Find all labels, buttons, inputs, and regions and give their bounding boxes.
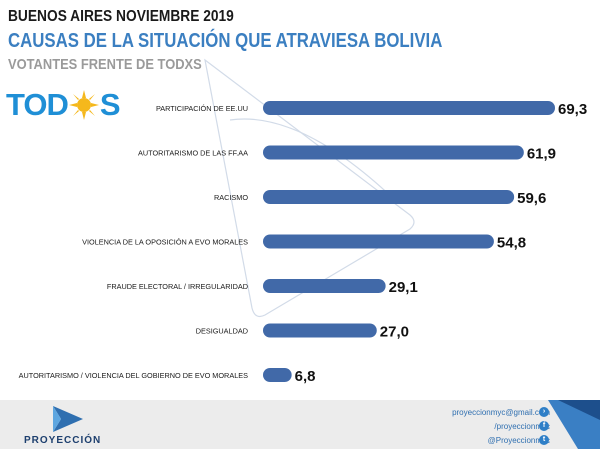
contact-email[interactable]: proyeccionmyc@gmail.com: [452, 408, 550, 417]
bar: [263, 190, 515, 204]
value-label: 61,9: [527, 146, 556, 163]
facebook-icon: f: [539, 421, 549, 431]
value-label: 6,8: [295, 368, 316, 385]
bar-chart: PARTICIPACIÓN DE EE.UU 69,3 AUTORITARISMO …: [19, 58, 587, 385]
category-label: RACISMO: [214, 193, 248, 202]
twitter-icon: t: [539, 435, 549, 445]
footer-corner-shape: [548, 400, 600, 449]
decorative-triangle: [204, 58, 415, 318]
todos-logo: TOD S: [6, 87, 121, 122]
bars-group: PARTICIPACIÓN DE EE.UU 69,3 AUTORITARISMO …: [19, 101, 587, 385]
footer: [0, 400, 600, 449]
bar: [263, 279, 386, 293]
value-label: 54,8: [497, 235, 526, 252]
value-label: 27,0: [380, 324, 409, 341]
logo-text-right: S: [99, 87, 121, 122]
bar: [263, 234, 494, 249]
sun-icon: [68, 90, 99, 120]
contact-twitter[interactable]: @Proyeccionmyc: [487, 436, 550, 445]
category-label: AUTORITARISMO / VIOLENCIA DEL GOBIERNO D…: [19, 371, 248, 380]
category-label: DESIGUALDAD: [196, 327, 248, 336]
bar: [263, 101, 555, 115]
arrow-icon: ›: [539, 407, 549, 417]
category-label: PARTICIPACIÓN DE EE.UU: [156, 104, 248, 113]
category-label: VIOLENCIA DE LA OPOSICIÓN A EVO MORALES: [82, 238, 248, 247]
brand-name: PROYECCIÓN: [24, 435, 102, 446]
bar: [263, 368, 292, 382]
value-label: 59,6: [517, 190, 546, 207]
value-label: 69,3: [558, 101, 587, 118]
header-date: BUENOS AIRES NOVIEMBRE 2019: [8, 8, 234, 25]
bar: [263, 323, 377, 338]
chart-title: CAUSAS DE LA SITUACIÓN QUE ATRAVIESA BOL…: [8, 30, 443, 52]
chart-subtitle: VOTANTES FRENTE DE TODXS: [8, 56, 202, 73]
value-label: 29,1: [389, 279, 418, 296]
bar: [263, 145, 524, 160]
contact-facebook[interactable]: /proyeccionmyc: [494, 422, 550, 431]
proyeccion-logo-icon: [53, 406, 83, 432]
logo-text-left: TOD: [6, 87, 69, 122]
category-label: AUTORITARISMO DE LAS FF.AA: [138, 149, 248, 158]
category-label: FRAUDE ELECTORAL / IRREGULARIDAD: [107, 282, 248, 291]
